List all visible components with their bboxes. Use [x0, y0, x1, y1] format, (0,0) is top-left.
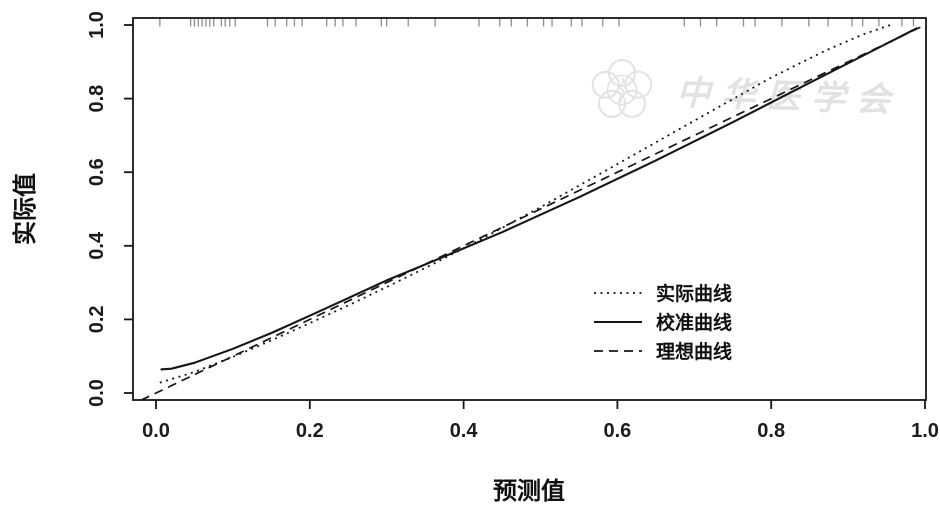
x-tick-label: 0.2	[296, 420, 324, 442]
y-tick-label: 0.0	[86, 379, 108, 407]
curve-actual	[159, 24, 891, 384]
x-tick-label: 1.0	[911, 420, 939, 442]
y-tick-label: 1.0	[86, 11, 108, 39]
x-axis-ticks: 0.0 0.2 0.4 0.6 0.8 1.0	[142, 400, 939, 442]
y-tick-label: 0.8	[86, 85, 108, 113]
y-tick-label: 0.2	[86, 305, 108, 333]
curve-calibration	[160, 26, 918, 371]
watermark-text: 中华医学会	[676, 74, 902, 120]
legend-label-ideal-curve: 理想曲线	[656, 340, 732, 363]
rug-marks	[159, 19, 915, 27]
y-axis-title: 实际值	[11, 173, 39, 245]
x-tick-label: 0.6	[603, 420, 631, 442]
curve-ideal	[140, 23, 927, 401]
y-tick-label: 0.4	[86, 231, 108, 260]
legend-label-calibration-curve: 校准曲线	[656, 311, 732, 334]
x-tick-label: 0.4	[450, 420, 479, 442]
legend: 实际曲线 校准曲线 理想曲线	[594, 282, 732, 363]
x-tick-label: 0.8	[757, 420, 785, 442]
y-axis-ticks: 0.0 0.2 0.4 0.6 0.8 1.0	[86, 11, 133, 407]
curves	[140, 23, 927, 401]
plot-box	[132, 17, 927, 401]
x-tick-label: 0.0	[142, 420, 170, 442]
legend-label-actual-curve: 实际曲线	[656, 282, 732, 305]
x-axis-title: 预测值	[493, 477, 565, 505]
cma-logo-icon	[591, 59, 653, 118]
y-tick-label: 0.6	[86, 158, 108, 186]
watermark: 中华医学会	[591, 59, 902, 120]
